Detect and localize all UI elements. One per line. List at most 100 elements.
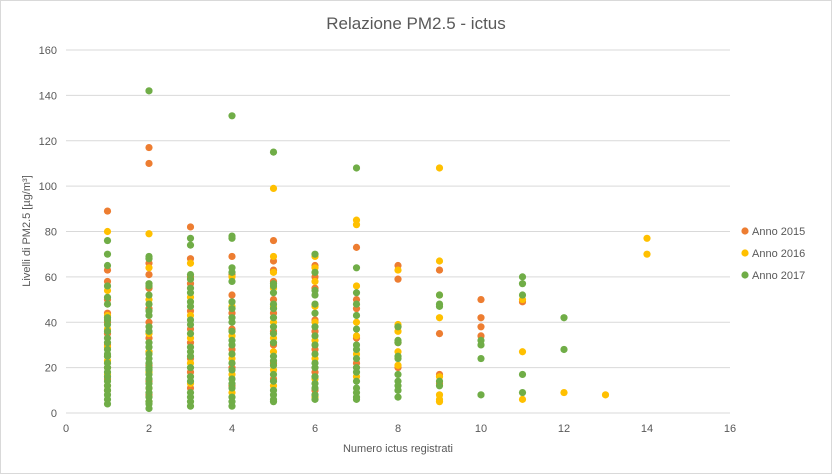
data-point	[269, 361, 278, 369]
data-point	[311, 341, 319, 349]
data-point	[352, 368, 361, 376]
data-point	[435, 302, 444, 310]
data-point	[186, 402, 195, 410]
chart-title: Relazione PM2.5 - ictus	[326, 14, 506, 33]
data-point	[228, 277, 236, 286]
data-point	[394, 266, 402, 274]
data-point	[103, 250, 112, 258]
data-point	[394, 339, 402, 347]
data-point	[269, 370, 278, 379]
data-point	[394, 323, 402, 331]
data-point	[560, 388, 568, 397]
data-point	[352, 345, 361, 354]
data-point	[560, 314, 568, 322]
legend-marker	[741, 227, 749, 235]
data-point	[394, 386, 402, 394]
data-point	[103, 227, 112, 236]
data-point	[186, 329, 195, 338]
x-tick-label: 0	[63, 423, 69, 435]
data-point	[103, 207, 112, 215]
data-point	[103, 300, 112, 308]
data-point	[145, 404, 153, 413]
data-point	[518, 291, 527, 299]
x-tick-label: 12	[558, 423, 570, 435]
data-point	[269, 282, 278, 290]
x-tick-label: 2	[146, 423, 152, 435]
data-point	[560, 345, 568, 354]
y-tick-label: 40	[45, 317, 57, 329]
data-point	[311, 350, 319, 358]
data-point	[352, 164, 361, 172]
data-point	[394, 275, 402, 283]
data-point	[228, 327, 236, 335]
data-point	[352, 282, 361, 290]
data-point	[311, 309, 319, 317]
data-point	[145, 311, 153, 320]
y-tick-label: 140	[39, 90, 57, 102]
y-tick-label: 120	[39, 136, 57, 148]
data-point	[186, 275, 195, 283]
data-point	[228, 402, 236, 410]
data-point	[228, 318, 236, 326]
data-point	[435, 314, 444, 322]
data-point	[477, 295, 485, 304]
series-anno-2017	[103, 87, 568, 413]
data-point	[103, 320, 112, 329]
data-point	[601, 391, 610, 399]
data-point	[435, 329, 444, 338]
data-point	[311, 291, 319, 299]
data-point	[186, 302, 195, 310]
data-point	[435, 382, 444, 390]
data-point	[518, 273, 527, 281]
data-point	[435, 291, 444, 299]
x-tick-label: 14	[641, 423, 653, 435]
x-tick-label: 10	[475, 423, 487, 435]
data-point	[228, 350, 236, 358]
data-point	[394, 361, 402, 369]
data-point	[352, 377, 361, 385]
data-point	[145, 143, 153, 152]
data-point	[394, 370, 402, 379]
data-point	[269, 184, 278, 192]
data-point	[228, 252, 236, 261]
data-point	[269, 252, 278, 261]
data-point	[186, 259, 195, 267]
data-point	[228, 234, 236, 242]
data-point	[145, 291, 153, 299]
data-point	[269, 329, 278, 338]
data-point	[228, 341, 236, 349]
data-point	[394, 354, 402, 363]
data-point	[186, 320, 195, 329]
x-tick-label: 6	[312, 423, 318, 435]
data-point	[269, 377, 278, 385]
data-point	[269, 148, 278, 156]
data-point	[477, 314, 485, 322]
data-points	[103, 87, 651, 413]
data-point	[643, 234, 651, 242]
x-tick-labels: 0 2 4 6 8 10 12 14 16	[63, 423, 736, 435]
y-axis-label: Livelli di PM2.5 [µg/m³]	[21, 175, 33, 286]
data-point	[352, 325, 361, 333]
y-tick-label: 100	[39, 181, 57, 193]
data-point	[269, 268, 278, 276]
data-point	[145, 343, 153, 351]
data-point	[352, 395, 361, 403]
legend-label: Anno 2015	[752, 226, 805, 238]
data-point	[186, 223, 195, 231]
data-point	[311, 250, 319, 258]
legend-marker	[741, 249, 749, 257]
data-point	[186, 234, 195, 242]
y-tick-label: 160	[39, 45, 57, 57]
x-tick-label: 4	[229, 423, 235, 435]
data-point	[311, 323, 319, 331]
data-point	[311, 364, 319, 372]
data-point	[352, 221, 361, 229]
data-point	[145, 264, 153, 272]
data-point	[518, 280, 527, 288]
data-point	[311, 384, 319, 392]
data-point	[311, 395, 319, 403]
data-point	[435, 257, 444, 265]
data-point	[311, 332, 319, 340]
